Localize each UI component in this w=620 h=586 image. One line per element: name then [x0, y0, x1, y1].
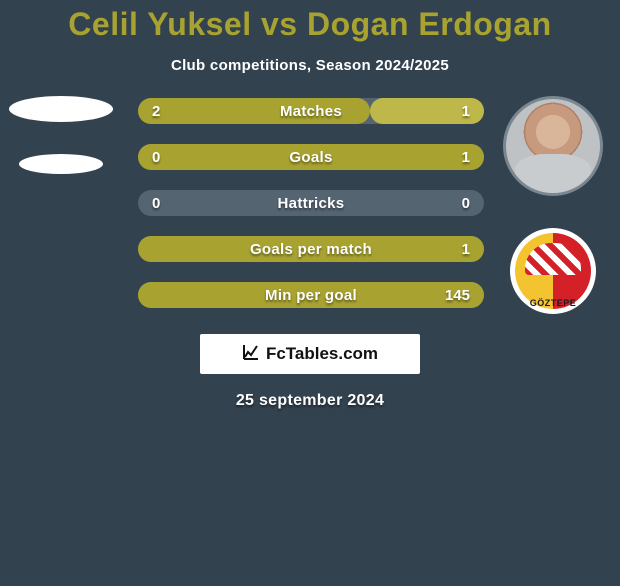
stat-value-left [138, 282, 166, 308]
right-player-avatar [503, 96, 603, 196]
comparison-panel: GÖZTEPE 2 1 Matches 0 1 Goals 0 0 Hattricks 1 Goal… [0, 74, 620, 554]
watermark: FcTables.com [200, 334, 420, 374]
stat-value-left [138, 236, 166, 262]
left-club-badge-placeholder [19, 154, 103, 174]
stat-bar: 0 0 Hattricks [138, 190, 484, 216]
stat-value-left: 0 [138, 144, 174, 170]
stat-label: Min per goal [265, 287, 357, 304]
stat-value-right: 1 [448, 236, 484, 262]
page-title: Celil Yuksel vs Dogan Erdogan [0, 6, 620, 43]
right-player-column: GÖZTEPE [498, 96, 608, 314]
stat-bars: 2 1 Matches 0 1 Goals 0 0 Hattricks 1 Goals per ma… [138, 98, 484, 308]
stat-value-right: 0 [448, 190, 484, 216]
stat-bar: 1 Goals per match [138, 236, 484, 262]
stat-bar: 2 1 Matches [138, 98, 484, 124]
chart-icon [242, 343, 260, 366]
stat-label: Goals per match [250, 241, 372, 258]
stat-label: Goals [289, 149, 332, 166]
right-club-badge: GÖZTEPE [510, 228, 596, 314]
stat-value-right: 1 [448, 144, 484, 170]
page-subtitle: Club competitions, Season 2024/2025 [0, 57, 620, 74]
stat-bar: 0 1 Goals [138, 144, 484, 170]
stat-value-right: 145 [431, 282, 484, 308]
stat-value-left: 2 [138, 98, 174, 124]
stat-bar: 145 Min per goal [138, 282, 484, 308]
watermark-text: FcTables.com [266, 344, 378, 364]
left-player-avatar-placeholder [9, 96, 113, 122]
stat-value-right: 1 [448, 98, 484, 124]
stat-label: Hattricks [278, 195, 345, 212]
snapshot-date: 25 september 2024 [0, 392, 620, 410]
left-player-column [6, 96, 116, 174]
right-club-name: GÖZTEPE [510, 298, 596, 308]
stat-value-left: 0 [138, 190, 174, 216]
stat-label: Matches [280, 103, 342, 120]
